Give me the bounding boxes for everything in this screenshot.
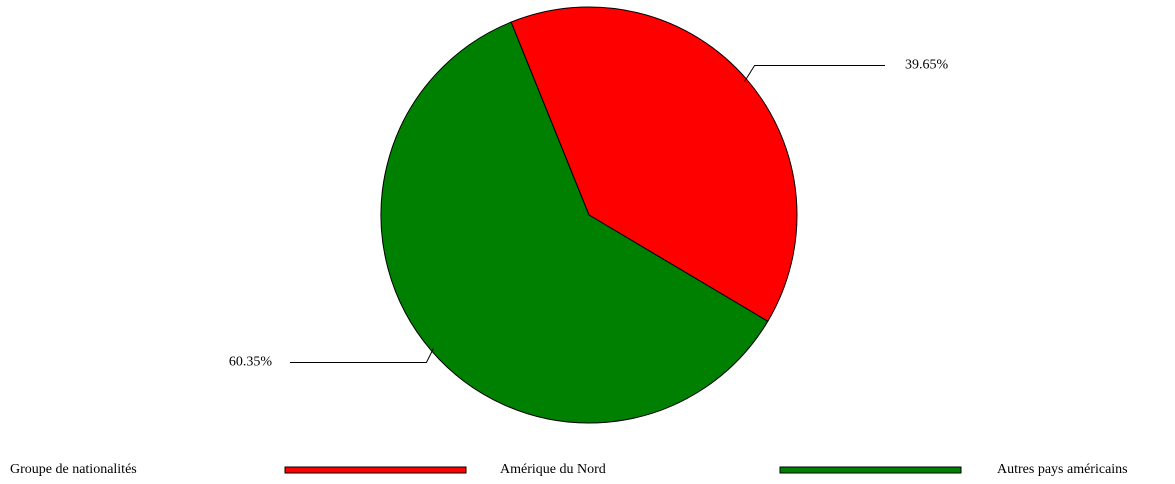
legend-swatch: [779, 466, 962, 474]
legend-title: Groupe de nationalités: [10, 462, 137, 477]
data-label: 60.35%: [229, 355, 273, 370]
leader-line: [744, 65, 885, 82]
data-label: 39.65%: [905, 58, 949, 73]
legend-swatch: [284, 466, 467, 474]
legend-label: Autres pays américains: [997, 462, 1128, 477]
pie-slice: [380, 21, 769, 424]
pie-slice: [510, 6, 798, 323]
legend-label: Amérique du Nord: [500, 462, 606, 477]
leader-line: [290, 348, 434, 363]
